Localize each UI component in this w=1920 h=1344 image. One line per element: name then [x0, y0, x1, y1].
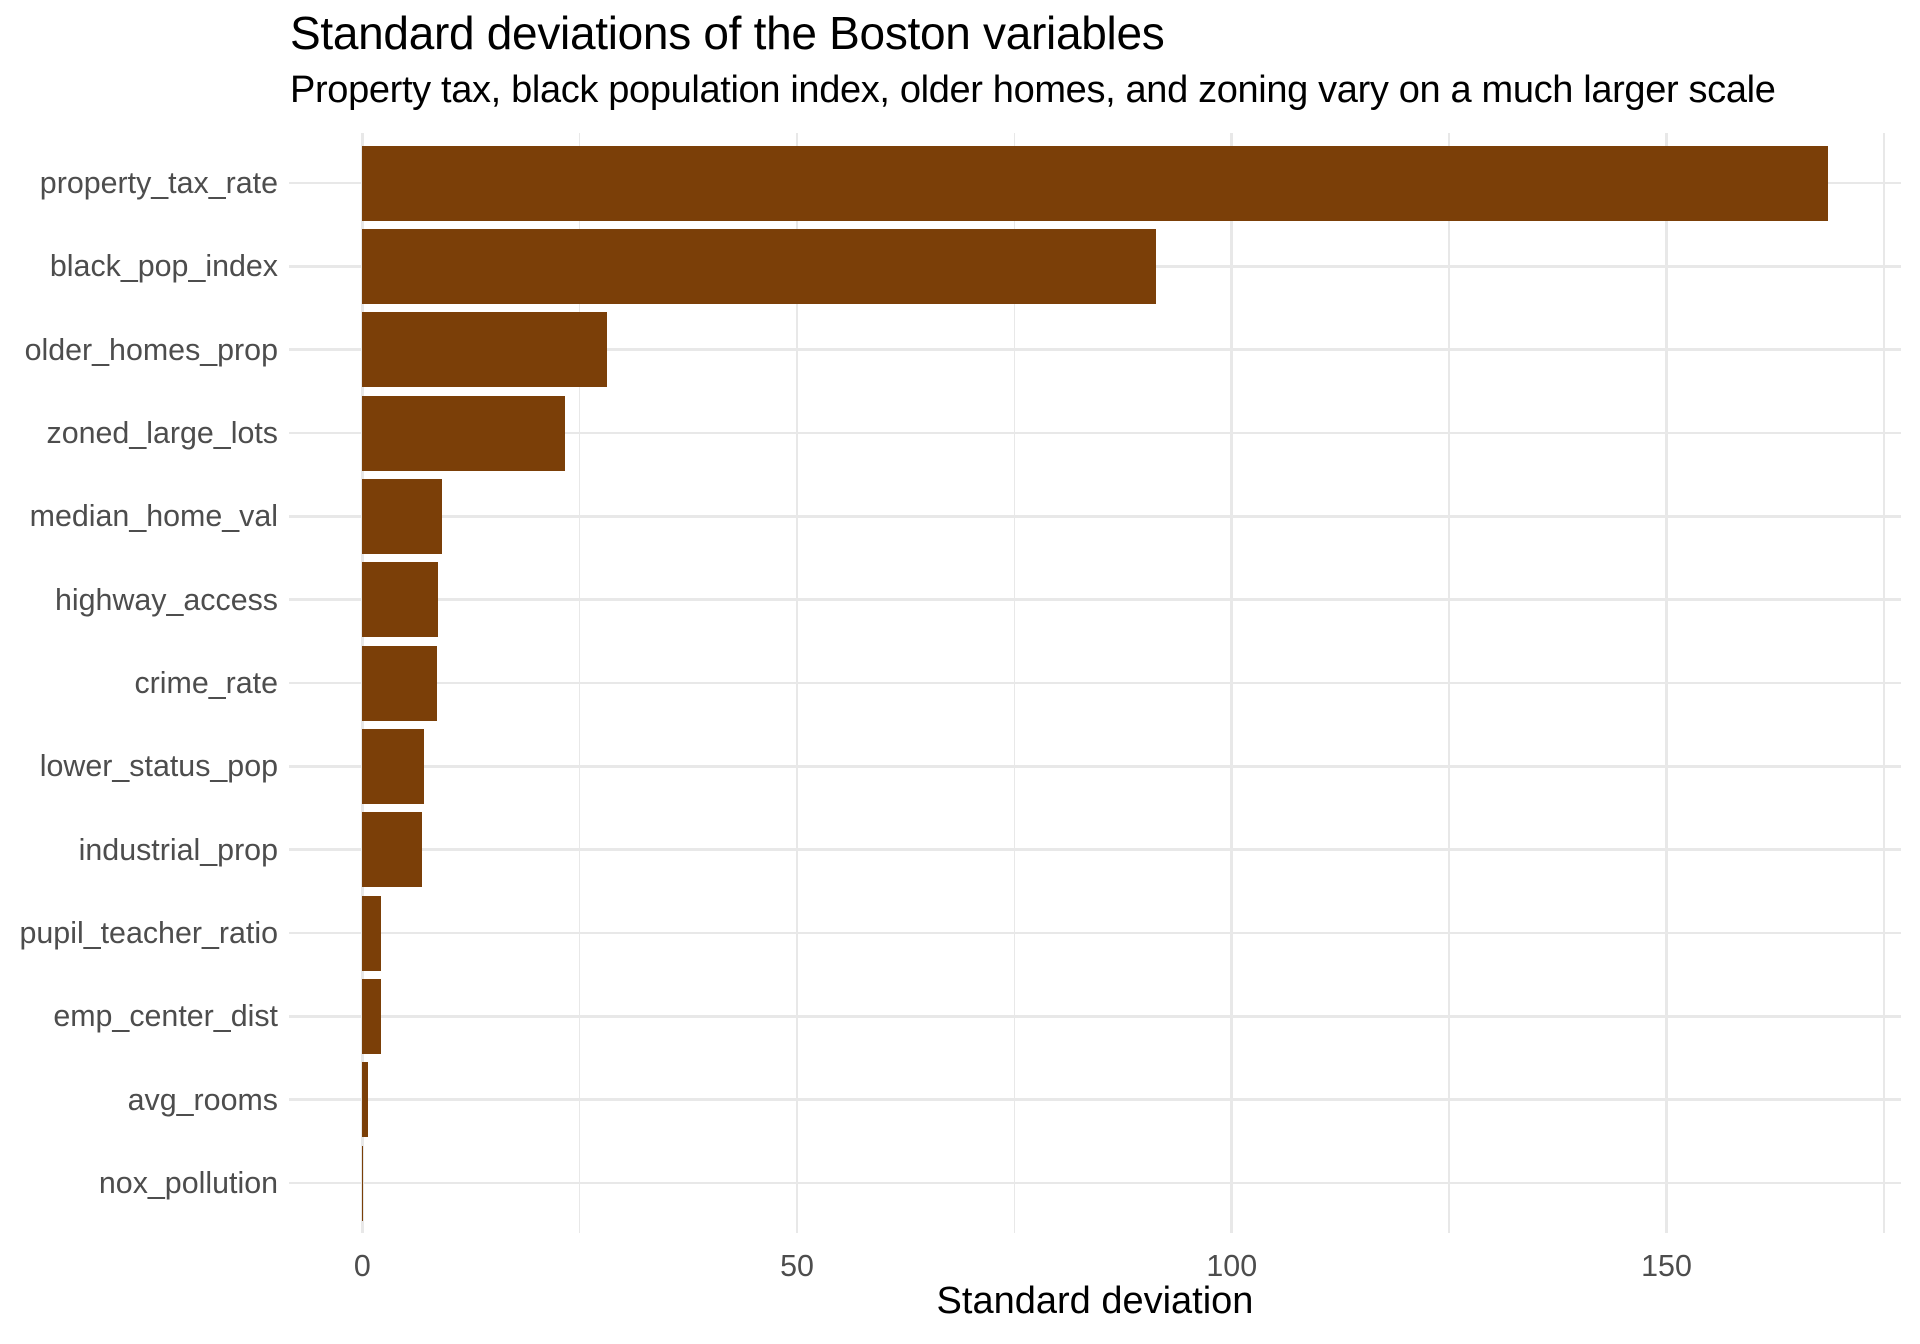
grid-major-hline — [289, 1015, 1901, 1018]
bar-property_tax_rate — [362, 145, 1828, 221]
y-axis-label: median_home_val — [29, 499, 278, 534]
grid-major-hline — [289, 1098, 1901, 1101]
grid-major-hline — [289, 931, 1901, 935]
y-axis-label: highway_access — [55, 582, 278, 617]
bar-avg_rooms — [362, 1062, 369, 1138]
bar-older_homes_prop — [362, 312, 608, 388]
y-axis-label: property_tax_rate — [39, 166, 278, 200]
bar-pupil_teacher_ratio — [362, 895, 382, 971]
grid-major-hline — [289, 1181, 1901, 1185]
grid-major-hline — [289, 765, 1901, 768]
x-tick-label: 150 — [1641, 1249, 1692, 1283]
y-axis-label: older_homes_prop — [24, 332, 278, 367]
y-axis-label: pupil_teacher_ratio — [19, 916, 279, 950]
y-axis-label: black_pop_index — [49, 249, 278, 284]
y-axis-label: nox_pollution — [98, 1166, 278, 1200]
grid-major-hline — [289, 681, 1901, 685]
bar-crime_rate — [362, 645, 438, 721]
grid-major-hline — [289, 848, 1901, 851]
plot-panel — [289, 133, 1901, 1233]
bar-emp_center_dist — [362, 978, 381, 1054]
bar-industrial_prop — [362, 812, 422, 888]
chart-title: Standard deviations of the Boston variab… — [290, 7, 1165, 59]
bar-lower_status_pop — [362, 728, 425, 804]
y-axis-label: lower_status_pop — [39, 749, 278, 784]
y-axis-label: emp_center_dist — [53, 999, 278, 1034]
grid-major-hline — [289, 515, 1901, 518]
bar-zoned_large_lots — [362, 395, 566, 471]
x-axis-title: Standard deviation — [936, 1280, 1254, 1322]
bar-black_pop_index — [362, 228, 1157, 304]
x-tick-label: 0 — [353, 1249, 371, 1283]
grid-major-hline — [289, 598, 1901, 601]
chart-subtitle: Property tax, black population index, ol… — [290, 69, 1776, 111]
bar-nox_pollution — [362, 1145, 364, 1221]
grid-major-hline — [289, 348, 1901, 351]
grid-major-hline — [289, 431, 1901, 435]
y-axis-label: zoned_large_lots — [46, 416, 278, 450]
y-axis-label: avg_rooms — [127, 1082, 278, 1117]
x-tick-label: 100 — [1206, 1249, 1258, 1283]
bar-highway_access — [362, 562, 438, 638]
bar-median_home_val — [362, 478, 443, 554]
x-tick-label: 50 — [780, 1249, 814, 1283]
y-axis-label: industrial_prop — [78, 832, 278, 867]
y-axis-label: crime_rate — [134, 666, 278, 700]
